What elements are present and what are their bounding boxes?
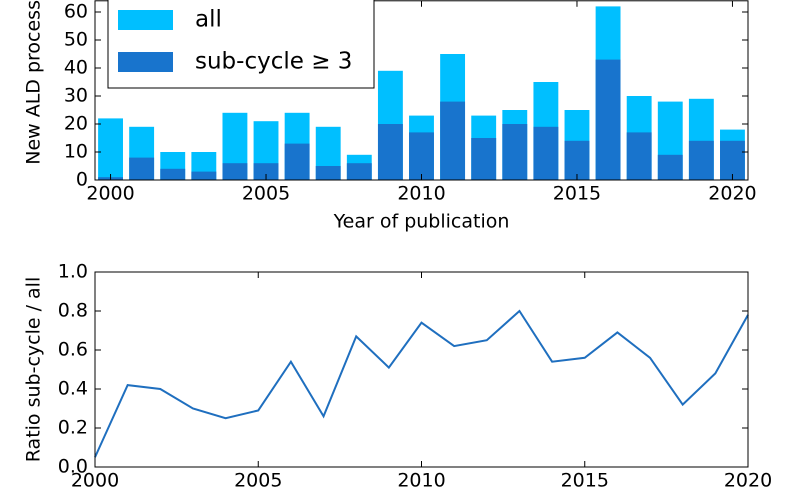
y-tick-label: 0.4 bbox=[58, 378, 88, 400]
line bbox=[94, 309, 749, 458]
x-tick-label: 2015 bbox=[561, 470, 609, 492]
y-tick-label: 60 bbox=[64, 1, 88, 23]
x-tick-label: 2000 bbox=[71, 470, 119, 492]
bar bbox=[284, 143, 310, 180]
bar bbox=[471, 138, 497, 180]
legend-label: all bbox=[195, 7, 222, 33]
x-tick-label: 2005 bbox=[242, 183, 290, 205]
x-tick-label: 2015 bbox=[553, 183, 601, 205]
bar bbox=[191, 171, 217, 180]
bar bbox=[377, 124, 403, 180]
bar bbox=[533, 126, 559, 180]
bar bbox=[409, 132, 434, 180]
y-tick-label: 0.6 bbox=[58, 339, 88, 361]
y-tick-label: 20 bbox=[64, 113, 88, 135]
y-axis-label: Ratio sub-cycle / all bbox=[23, 277, 45, 462]
legend-swatch bbox=[118, 10, 173, 30]
y-tick-label: 50 bbox=[64, 29, 88, 51]
legend-swatch bbox=[118, 52, 173, 72]
bar bbox=[315, 166, 341, 180]
bar bbox=[564, 140, 590, 180]
legend-label: sub-cycle ≥ 3 bbox=[195, 49, 352, 75]
y-tick-label: 1.0 bbox=[58, 261, 88, 283]
bar bbox=[440, 101, 466, 180]
x-tick-label: 2010 bbox=[397, 183, 445, 205]
bar bbox=[720, 140, 745, 180]
bar bbox=[502, 124, 528, 180]
plot-frame bbox=[94, 271, 749, 468]
x-tick-label: 2005 bbox=[234, 470, 282, 492]
bar bbox=[595, 59, 621, 180]
bar bbox=[160, 168, 186, 180]
x-tick-label: 2020 bbox=[708, 183, 756, 205]
bar bbox=[98, 118, 123, 180]
bar bbox=[657, 154, 683, 180]
y-tick-label: 0.0 bbox=[58, 456, 88, 478]
bar bbox=[129, 157, 155, 180]
y-tick-label: 0.2 bbox=[58, 417, 88, 439]
y-axis-label: New ALD process bbox=[23, 0, 45, 165]
y-tick-label: 0.8 bbox=[58, 300, 88, 322]
bar bbox=[222, 163, 248, 180]
x-axis-label: Year of publication bbox=[333, 211, 510, 233]
bar bbox=[688, 140, 714, 180]
y-tick-label: 30 bbox=[64, 85, 88, 107]
x-tick-label: 2010 bbox=[397, 470, 445, 492]
x-tick-label: 2020 bbox=[724, 470, 772, 492]
y-tick-label: 0 bbox=[76, 169, 88, 191]
bar bbox=[626, 132, 652, 180]
x-tick-label: 2000 bbox=[86, 183, 134, 205]
y-tick-label: 40 bbox=[64, 57, 88, 79]
bar bbox=[253, 163, 279, 180]
bar bbox=[346, 163, 372, 180]
y-tick-label: 10 bbox=[64, 141, 88, 163]
